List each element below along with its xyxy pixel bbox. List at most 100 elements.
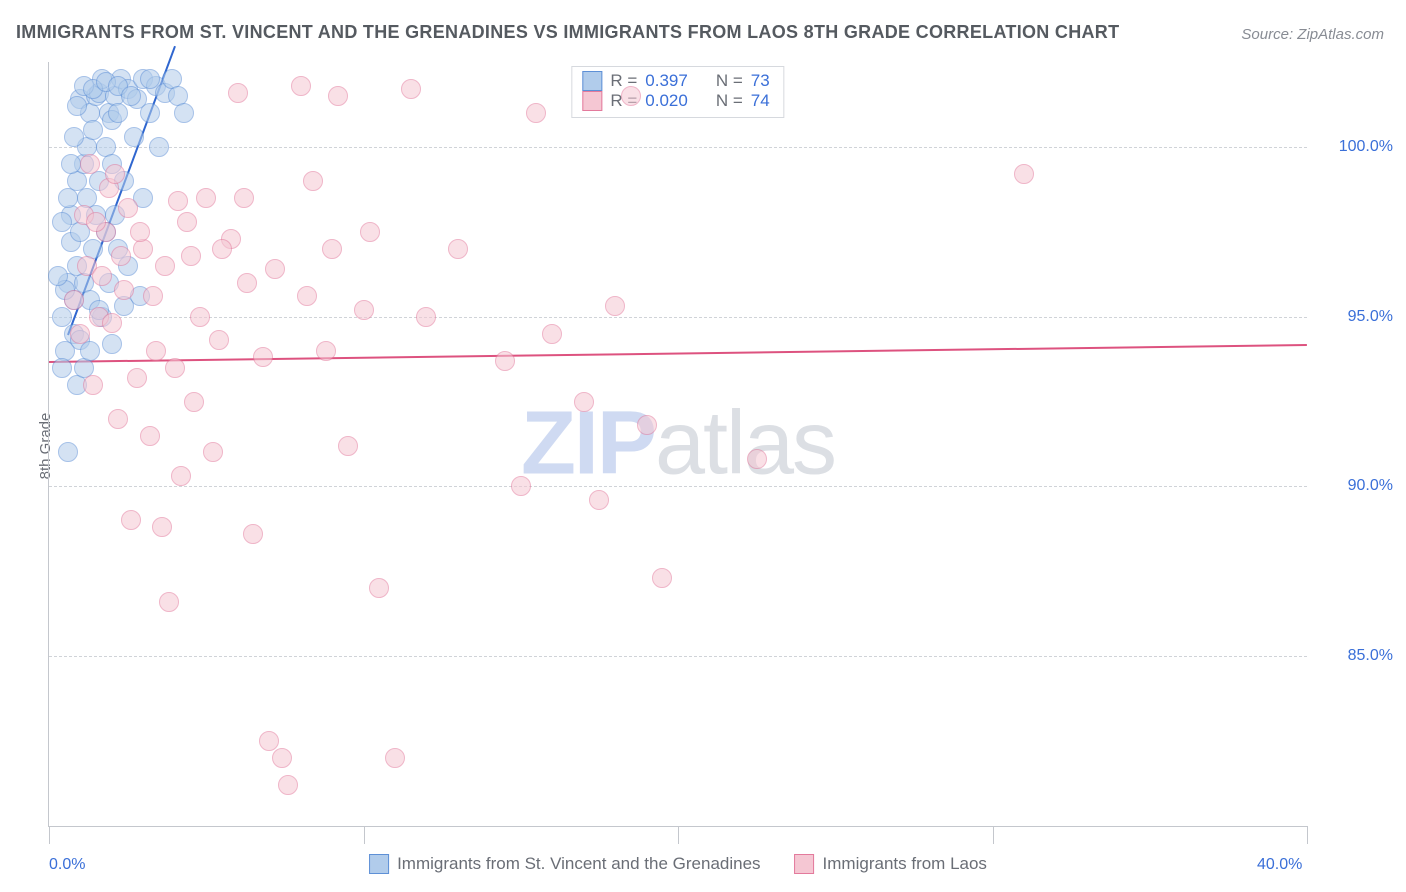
gridline-h	[49, 656, 1307, 657]
data-point-series-0	[140, 103, 160, 123]
source-attribution: Source: ZipAtlas.com	[1241, 26, 1384, 43]
data-point-series-0	[52, 358, 72, 378]
data-point-series-1	[196, 188, 216, 208]
data-point-series-1	[165, 358, 185, 378]
data-point-series-0	[67, 96, 87, 116]
data-point-series-1	[265, 259, 285, 279]
data-point-series-1	[354, 300, 374, 320]
legend-stats-box: R = 0.397 N = 73 R = 0.020 N = 74	[571, 66, 784, 118]
data-point-series-0	[102, 334, 122, 354]
n-label: N =	[716, 71, 743, 91]
watermark: ZIPatlas	[521, 393, 835, 496]
data-point-series-1	[171, 466, 191, 486]
data-point-series-0	[48, 266, 68, 286]
data-point-series-1	[92, 266, 112, 286]
legend-swatch-0	[582, 71, 602, 91]
data-point-series-0	[61, 154, 81, 174]
data-point-series-0	[64, 127, 84, 147]
data-point-series-1	[146, 341, 166, 361]
x-tick-mark	[1307, 826, 1309, 844]
data-point-series-0	[121, 86, 141, 106]
data-point-series-1	[209, 330, 229, 350]
data-point-series-1	[328, 86, 348, 106]
legend-stats-row-1: R = 0.020 N = 74	[582, 91, 769, 111]
data-point-series-1	[291, 76, 311, 96]
data-point-series-1	[159, 592, 179, 612]
n-label: N =	[716, 91, 743, 111]
data-point-series-1	[495, 351, 515, 371]
gridline-h	[49, 317, 1307, 318]
data-point-series-1	[259, 731, 279, 751]
data-point-series-1	[212, 239, 232, 259]
scatter-plot-area: ZIPatlas R = 0.397 N = 73 R = 0.020 N = …	[48, 62, 1307, 827]
data-point-series-1	[589, 490, 609, 510]
data-point-series-1	[105, 164, 125, 184]
data-point-series-0	[58, 442, 78, 462]
x-tick-mark	[364, 826, 366, 844]
data-point-series-1	[385, 748, 405, 768]
data-point-series-1	[155, 256, 175, 276]
data-point-series-1	[190, 307, 210, 327]
data-point-series-1	[747, 449, 767, 469]
data-point-series-0	[58, 188, 78, 208]
data-point-series-1	[203, 442, 223, 462]
data-point-series-1	[234, 188, 254, 208]
data-point-series-0	[174, 103, 194, 123]
data-point-series-1	[111, 246, 131, 266]
legend-series-item-0: Immigrants from St. Vincent and the Gren…	[369, 854, 760, 874]
r-value-0: 0.397	[645, 71, 688, 91]
legend-stats-row-0: R = 0.397 N = 73	[582, 71, 769, 91]
data-point-series-1	[108, 409, 128, 429]
legend-series-label-0: Immigrants from St. Vincent and the Gren…	[397, 854, 760, 874]
data-point-series-1	[316, 341, 336, 361]
data-point-series-1	[253, 347, 273, 367]
y-tick-label: 85.0%	[1313, 647, 1393, 665]
legend-swatch-1	[582, 91, 602, 111]
r-value-1: 0.020	[645, 91, 688, 111]
data-point-series-1	[127, 368, 147, 388]
data-point-series-0	[52, 212, 72, 232]
legend-series-swatch-0	[369, 854, 389, 874]
n-value-1: 74	[751, 91, 770, 111]
data-point-series-1	[243, 524, 263, 544]
data-point-series-1	[369, 578, 389, 598]
data-point-series-0	[124, 127, 144, 147]
data-point-series-1	[143, 286, 163, 306]
data-point-series-1	[140, 426, 160, 446]
data-point-series-1	[130, 222, 150, 242]
data-point-series-1	[652, 568, 672, 588]
data-point-series-1	[401, 79, 421, 99]
data-point-series-1	[237, 273, 257, 293]
data-point-series-1	[416, 307, 436, 327]
x-tick-mark	[678, 826, 680, 844]
data-point-series-1	[1014, 164, 1034, 184]
x-tick-label: 40.0%	[1257, 856, 1302, 874]
data-point-series-1	[80, 154, 100, 174]
data-point-series-1	[168, 191, 188, 211]
chart-title: IMMIGRANTS FROM ST. VINCENT AND THE GREN…	[16, 22, 1119, 43]
legend-series-swatch-1	[795, 854, 815, 874]
source-name: ZipAtlas.com	[1297, 26, 1384, 43]
data-point-series-1	[278, 775, 298, 795]
data-point-series-1	[86, 212, 106, 232]
data-point-series-1	[228, 83, 248, 103]
data-point-series-1	[526, 103, 546, 123]
data-point-series-1	[574, 392, 594, 412]
gridline-h	[49, 486, 1307, 487]
data-point-series-1	[542, 324, 562, 344]
data-point-series-1	[177, 212, 197, 232]
data-point-series-1	[102, 313, 122, 333]
legend-series-label-1: Immigrants from Laos	[823, 854, 987, 874]
x-tick-mark	[49, 826, 51, 844]
data-point-series-1	[360, 222, 380, 242]
data-point-series-0	[149, 137, 169, 157]
data-point-series-1	[64, 290, 84, 310]
data-point-series-1	[605, 296, 625, 316]
data-point-series-0	[140, 69, 160, 89]
data-point-series-0	[83, 120, 103, 140]
data-point-series-1	[181, 246, 201, 266]
n-value-0: 73	[751, 71, 770, 91]
data-point-series-1	[448, 239, 468, 259]
data-point-series-1	[83, 375, 103, 395]
x-tick-mark	[993, 826, 995, 844]
